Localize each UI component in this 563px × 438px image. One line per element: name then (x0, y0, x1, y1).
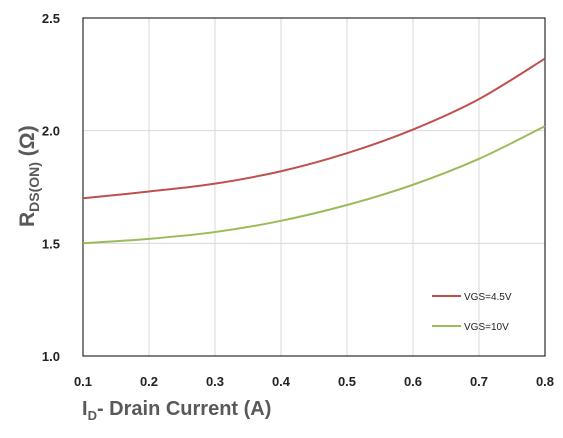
y-axis-label: RDS(ON) (Ω) (16, 125, 42, 227)
legend: VGS=4.5V VGS=10V (432, 292, 512, 333)
x-axis-label-sub: D (87, 408, 97, 423)
x-axis-ticks: 0.1 0.2 0.3 0.4 0.5 0.6 0.7 0.8 (74, 374, 554, 389)
x-tick-label: 0.4 (272, 374, 291, 389)
x-tick-label: 0.2 (140, 374, 158, 389)
grid (83, 18, 545, 356)
y-tick-label: 2.5 (42, 11, 60, 26)
x-axis-label-main: I (82, 398, 88, 420)
y-tick-label: 2.0 (42, 124, 60, 139)
legend-label: VGS=10V (464, 322, 509, 333)
x-tick-label: 0.8 (536, 374, 554, 389)
series-lines (82, 57, 546, 245)
y-axis-label-sub: DS(ON) (26, 162, 42, 212)
y-axis-ticks: 1.0 1.5 2.0 2.5 (42, 11, 60, 364)
x-tick-label: 0.3 (206, 374, 224, 389)
y-axis-label-unit: (Ω) (16, 125, 39, 162)
x-tick-label: 0.6 (404, 374, 422, 389)
x-tick-label: 0.1 (74, 374, 92, 389)
x-tick-label: 0.7 (470, 374, 488, 389)
x-axis-label: ID- Drain Current (A) (82, 398, 271, 423)
legend-label: VGS=4.5V (464, 292, 512, 303)
y-tick-label: 1.0 (42, 349, 60, 364)
x-tick-label: 0.5 (338, 374, 356, 389)
series-line-1 (82, 57, 546, 200)
plot-area-border (82, 17, 546, 357)
y-tick-label: 1.5 (42, 236, 60, 251)
series-line-2 (82, 125, 546, 245)
x-axis-label-rest: - Drain Current (A) (96, 398, 272, 420)
y-axis-label-main: R (16, 212, 39, 227)
